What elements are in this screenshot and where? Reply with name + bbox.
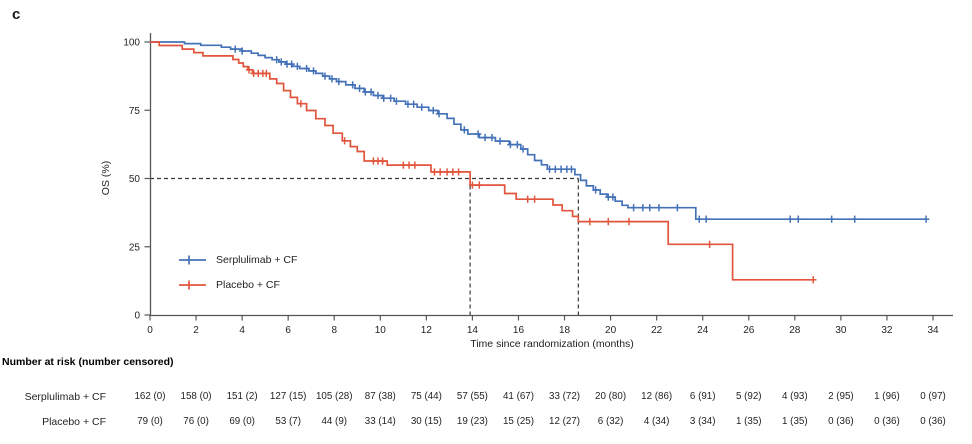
risk-value: 0 (36) [920,416,946,427]
x-tick-label: 22 [651,325,663,336]
legend-item-serplulimab: Serplulimab + CF [178,247,297,272]
x-tick-labels: 0 2 4 6 8 10 12 14 16 18 20 22 24 26 28 30 32 34 [147,315,939,336]
risk-value: 75 (44) [410,391,442,402]
x-tick-label: 24 [697,325,709,336]
risk-value: 19 (23) [456,416,488,427]
risk-value: 30 (15) [410,416,442,427]
x-tick-label: 12 [421,325,433,336]
risk-value: 12 (27) [548,416,581,427]
risk-value: 76 (0) [183,416,209,427]
y-tick-label: 75 [129,106,141,117]
risk-value: 2 (95) [828,391,854,402]
x-tick-label: 28 [789,325,801,336]
serplulimab-curve [150,41,927,221]
x-tick-label: 32 [881,325,893,336]
x-tick-label: 10 [375,325,387,336]
risk-value: 6 (91) [689,391,716,402]
x-tick-label: 8 [331,325,337,336]
risk-value: 15 (25) [502,416,534,427]
risk-value: 5 (92) [735,391,762,402]
x-tick-label: 0 [147,325,153,336]
y-axis-label: OS (%) [100,160,112,196]
x-tick-label: 16 [513,325,525,336]
x-tick-label: 18 [559,325,571,336]
risk-table-title: Number at risk (number censored) [2,356,174,368]
risk-row-label-placebo: Placebo + CF [42,416,106,428]
risk-value: 4 (93) [782,391,808,402]
serplulimab-legend-marker [179,255,206,264]
risk-value: 0 (36) [828,416,854,427]
risk-value: 162 (0) [134,391,166,402]
risk-value: 158 (0) [180,391,212,402]
x-tick-label: 26 [743,325,755,336]
legend: Serplulimab + CF Placebo + CF [178,247,297,297]
risk-value: 41 (67) [502,391,534,402]
risk-value: 4 (34) [643,416,670,427]
placebo-legend-marker [179,280,206,289]
y-tick-label: 25 [129,242,141,253]
placebo-censor-marks [245,66,817,284]
risk-value: 1 (35) [735,416,762,427]
median-dashed-lines [150,177,579,315]
x-tick-label: 30 [835,325,847,336]
risk-row-label-serplulimab: Serplulimab + CF [24,391,106,403]
risk-value: 127 (15) [269,391,307,402]
x-axis-label: Time since randomization (months) [470,338,634,350]
risk-value: 6 (32) [597,416,624,427]
risk-value: 57 (55) [456,391,488,402]
panel-label: c [12,6,21,23]
legend-label-placebo: Placebo + CF [216,278,280,291]
risk-value: 69 (0) [229,416,255,427]
y-tick-label: 0 [134,311,140,322]
y-tick-label: 50 [129,174,141,185]
axes [149,33,953,317]
risk-value: 3 (34) [689,416,716,427]
x-tick-label: 34 [927,325,939,336]
risk-value: 0 (36) [874,416,900,427]
risk-value: 20 (80) [595,391,627,402]
risk-value: 53 (7) [275,416,301,427]
x-tick-label: 6 [285,325,291,336]
km-plot: 0 2 4 6 8 10 12 14 16 18 20 22 24 26 28 30 32 34025507510… [123,33,953,336]
x-tick-label: 4 [239,325,245,336]
x-tick-label: 2 [193,325,199,336]
risk-value: 1 (96) [874,391,900,402]
risk-value: 33 (14) [364,416,396,427]
risk-value: 0 (97) [920,391,946,402]
serplulimab-censor-marks [232,45,930,223]
risk-value: 44 (9) [321,416,348,427]
risk-value: 87 (38) [364,391,396,402]
legend-label-serplulimab: Serplulimab + CF [216,253,298,266]
risk-value: 105 (28) [315,391,353,402]
x-tick-label: 20 [605,325,617,336]
placebo-curve [150,41,814,281]
risk-value: 151 (2) [226,391,258,402]
risk-value: 1 (35) [782,416,808,427]
risk-value: 79 (0) [137,416,163,427]
risk-value: 12 (86) [641,391,673,402]
x-tick-label: 14 [467,325,479,336]
risk-value: 33 (72) [548,391,581,402]
legend-item-placebo: Placebo + CF [178,272,297,297]
y-tick-label: 100 [123,38,140,49]
y-tick-labels: 0 25 50 75 100 [123,38,150,322]
